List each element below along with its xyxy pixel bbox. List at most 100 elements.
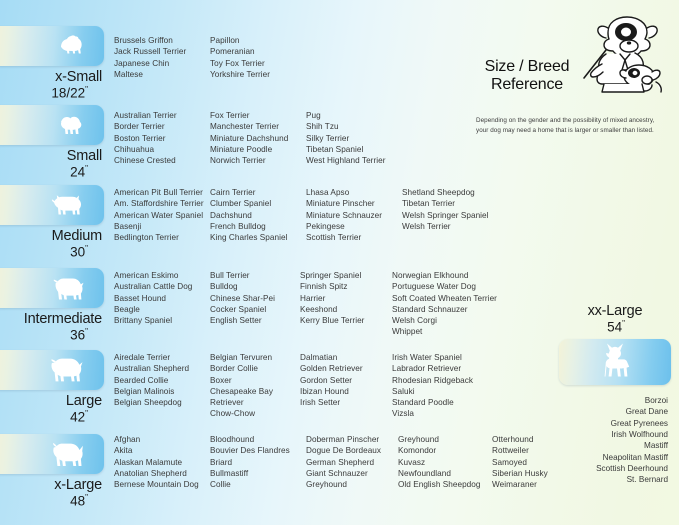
breed-column: Greyhound Komondor Kuvasz Newfoundland O… [398, 434, 492, 490]
size-label-small: Small 24" [0, 145, 112, 180]
breed-item: Australian Shepherd [114, 364, 190, 374]
breed-item: Tibetan Spaniel [306, 144, 364, 154]
size-height: 24" [70, 163, 88, 180]
breed-item: Chinese Crested [114, 156, 176, 166]
breed-item: Am. Staffordshire Terrier [114, 199, 204, 209]
breed-item: Irish Setter [300, 398, 341, 408]
size-name: xx-Large [587, 303, 643, 319]
breed-item: Great Pyrenees [610, 418, 668, 428]
breed-item: Otterhound [492, 435, 534, 444]
size-height: 18/22" [51, 84, 88, 101]
breed-item: Tibetan Terrier [402, 199, 456, 209]
breed-item: American Pit Bull Terrier [114, 188, 203, 197]
breed-item: Pug [306, 111, 321, 120]
breed-item: Pekingese [306, 221, 345, 231]
breed-item: Bearded Collie [114, 375, 169, 385]
breed-item: Basenji [114, 221, 142, 231]
size-label-x-large: x-Large 48" [0, 474, 112, 509]
size-band-medium [0, 185, 104, 225]
breed-item: Great Dane [625, 407, 668, 417]
breed-item: Bernese Mountain Dog [114, 480, 199, 490]
breed-item: French Bulldog [210, 221, 266, 231]
size-entry-intermediate: Intermediate 36" [0, 268, 112, 343]
size-band-intermediate [0, 268, 104, 308]
breed-item: Keeshond [300, 304, 338, 314]
breed-list-medium: American Pit Bull Terrier Am. Staffordsh… [114, 187, 512, 243]
disclaimer-line-1: Depending on the gender and the possibil… [476, 117, 655, 124]
breed-item: Border Collie [210, 364, 258, 374]
size-entry-large: Large 42" [0, 350, 112, 425]
breed-item: Irish Water Spaniel [392, 353, 462, 362]
breed-item: Standard Poodle [392, 398, 454, 408]
breed-item: Giant Schnauzer [306, 468, 368, 478]
breed-column: Norwegian Elkhound Portuguese Water Dog … [392, 270, 522, 338]
title-line-1: Size / Breed [484, 58, 570, 75]
breed-item: Toy Fox Terrier [210, 58, 265, 68]
breed-item: Newfoundland [398, 468, 451, 478]
breed-list-small: Australian Terrier Border Terrier Boston… [114, 110, 402, 166]
breed-item: Saluki [392, 386, 415, 396]
size-band-xx-large [559, 339, 671, 386]
breed-list-large: Airedale Terrier Australian Shepherd Bea… [114, 352, 512, 420]
breed-item: Komondor [398, 446, 437, 456]
size-label-large: Large 42" [0, 390, 112, 425]
size-name: Large [65, 393, 102, 409]
breed-item: Manchester Terrier [210, 122, 280, 132]
size-height: 48" [70, 492, 88, 509]
breed-item: Siberian Husky [492, 468, 548, 478]
breed-column: Dalmatian Golden Retriever Gordon Setter… [300, 352, 392, 420]
breed-item: Pomeranian [210, 47, 255, 57]
breed-item: Collie [210, 480, 231, 490]
size-height: 36" [70, 326, 88, 343]
size-name: x-Small [55, 69, 102, 85]
size-name: Intermediate [23, 311, 102, 327]
retriever-dog-silhouette-icon [44, 355, 88, 385]
breed-item: Soft Coated Wheaten Terrier [392, 293, 497, 303]
breed-item: Irish Wolfhound [611, 429, 668, 439]
breed-column: Australian Terrier Border Terrier Boston… [114, 110, 210, 166]
size-band-x-small [0, 26, 104, 66]
size-entry-x-large: x-Large 48" [0, 434, 112, 509]
breed-item: Ibizan Hound [300, 386, 349, 396]
breed-item: Belgian Malinois [114, 386, 175, 396]
breed-column: Fox Terrier Manchester Terrier Miniature… [210, 110, 306, 166]
size-name: Medium [51, 228, 103, 244]
size-height: 30" [70, 243, 88, 260]
breed-item: Papillon [210, 36, 240, 45]
breed-item: Portuguese Water Dog [392, 282, 476, 292]
breed-list-intermediate: American Eskimo Australian Cattle Dog Ba… [114, 270, 522, 338]
breed-item: Chinese Shar-Pei [210, 293, 275, 303]
size-name: x-Large [54, 477, 102, 493]
breed-item: Bull Terrier [210, 271, 250, 280]
breed-item: Welsh Springer Spaniel [402, 210, 489, 220]
breed-item: Golden Retriever [300, 364, 363, 374]
breed-item: Kuvasz [398, 457, 426, 467]
husky-dog-silhouette-icon [44, 439, 88, 469]
breed-item: Finnish Spitz [300, 282, 348, 292]
breed-item: Cocker Spaniel [210, 304, 267, 314]
breed-item: Samoyed [492, 457, 527, 467]
breed-item: Bullmastiff [210, 468, 249, 478]
breed-item: Anatolian Shepherd [114, 468, 187, 478]
breed-item: Welsh Terrier [402, 221, 451, 231]
breed-item: Chow-Chow [210, 409, 256, 419]
breed-column: Cairn Terrier Clumber Spaniel Dachshund … [210, 187, 306, 243]
size-band-large [0, 350, 104, 390]
breed-item: Shih Tzu [306, 122, 339, 132]
breed-item: Norwegian Elkhound [392, 271, 469, 280]
breed-item: Bedlington Terrier [114, 233, 179, 243]
breed-item: Japanese Chin [114, 58, 170, 68]
breed-item: Scottish Terrier [306, 233, 362, 243]
breed-column: American Pit Bull Terrier Am. Staffordsh… [114, 187, 210, 243]
breed-column: Doberman Pinscher Dogue De Bordeaux Germ… [306, 434, 398, 490]
breed-list-x-small: Brussels Griffon Jack Russell Terrier Ja… [114, 35, 306, 80]
breed-item: Greyhound [398, 435, 439, 444]
breed-item: Briard [210, 457, 233, 467]
size-name: Small [66, 148, 102, 164]
size-entry-xx-large: xx-Large 54" Borzoi Great Dane Great Pyr… [556, 303, 674, 485]
size-height: 54" [607, 318, 625, 335]
size-category-column: x-Small 18/22" Small 24" [0, 0, 112, 525]
breed-item: Miniature Pinscher [306, 199, 375, 209]
breed-column: Bloodhound Bouvier Des Flandres Briard B… [210, 434, 306, 490]
breed-column: Irish Water Spaniel Labrador Retriever R… [392, 352, 512, 420]
